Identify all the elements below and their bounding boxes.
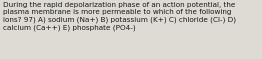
Text: During the rapid depolarization phase of an action potential, the
plasma membran: During the rapid depolarization phase of… bbox=[3, 2, 236, 31]
